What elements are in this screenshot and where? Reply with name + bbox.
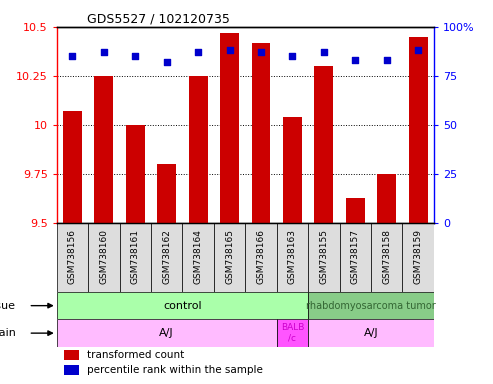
Point — [226, 47, 234, 53]
Bar — [277, 223, 308, 292]
Text: GSM738155: GSM738155 — [319, 229, 328, 284]
Text: GSM738163: GSM738163 — [288, 229, 297, 284]
Text: rhabdomyosarcoma tumor: rhabdomyosarcoma tumor — [306, 301, 436, 311]
Bar — [119, 223, 151, 292]
Bar — [94, 76, 113, 223]
Bar — [277, 319, 308, 347]
Bar — [57, 223, 88, 292]
Text: GSM738157: GSM738157 — [351, 229, 360, 284]
Point — [69, 53, 76, 60]
Point — [352, 57, 359, 63]
Bar — [220, 33, 239, 223]
Text: GSM738162: GSM738162 — [162, 229, 171, 283]
Bar — [402, 223, 434, 292]
Bar — [88, 223, 119, 292]
Bar — [409, 37, 427, 223]
Point — [100, 49, 108, 55]
Text: GSM738161: GSM738161 — [131, 229, 140, 284]
Point — [320, 49, 328, 55]
Text: tissue: tissue — [0, 301, 16, 311]
Text: percentile rank within the sample: percentile rank within the sample — [87, 365, 263, 375]
Text: GSM738164: GSM738164 — [194, 229, 203, 283]
Point — [257, 49, 265, 55]
Bar — [377, 174, 396, 223]
Bar — [308, 319, 434, 347]
Bar — [308, 223, 340, 292]
Text: GSM738158: GSM738158 — [382, 229, 391, 284]
Text: A/J: A/J — [364, 328, 378, 338]
Bar — [157, 164, 176, 223]
Text: GSM738160: GSM738160 — [99, 229, 108, 284]
Bar — [64, 350, 79, 360]
Point — [194, 49, 202, 55]
Text: BALB
/c: BALB /c — [281, 323, 304, 343]
Bar — [57, 292, 308, 319]
Text: GDS5527 / 102120735: GDS5527 / 102120735 — [87, 13, 230, 26]
Point — [288, 53, 296, 60]
Text: A/J: A/J — [159, 328, 174, 338]
Point — [131, 53, 139, 60]
Bar — [57, 319, 277, 347]
Bar — [182, 223, 214, 292]
Bar — [340, 223, 371, 292]
Text: strain: strain — [0, 328, 16, 338]
Bar — [126, 125, 145, 223]
Bar — [283, 117, 302, 223]
Bar — [151, 223, 182, 292]
Text: GSM738156: GSM738156 — [68, 229, 77, 284]
Text: GSM738159: GSM738159 — [414, 229, 423, 284]
Bar — [371, 223, 402, 292]
Point — [163, 59, 171, 65]
Bar — [64, 364, 79, 375]
Bar — [315, 66, 333, 223]
Bar — [308, 292, 434, 319]
Text: GSM738165: GSM738165 — [225, 229, 234, 284]
Bar — [214, 223, 246, 292]
Bar — [189, 76, 208, 223]
Text: GSM738166: GSM738166 — [256, 229, 266, 284]
Bar — [346, 198, 365, 223]
Point — [383, 57, 390, 63]
Bar — [251, 43, 270, 223]
Point — [414, 47, 422, 53]
Bar — [63, 111, 82, 223]
Text: control: control — [163, 301, 202, 311]
Bar — [245, 223, 277, 292]
Text: transformed count: transformed count — [87, 350, 184, 360]
